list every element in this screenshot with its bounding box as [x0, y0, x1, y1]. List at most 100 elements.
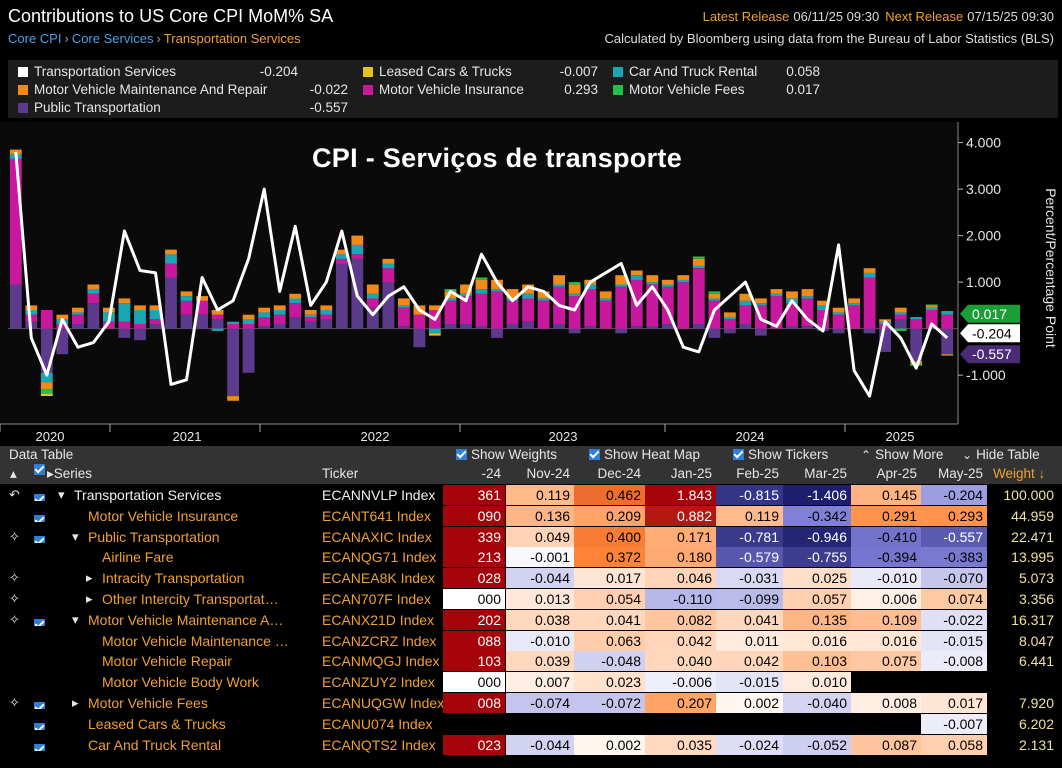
legend-item[interactable]: Motor Vehicle Fees	[613, 81, 745, 98]
bar-segment	[708, 300, 721, 329]
value-cell: 0.042	[716, 651, 783, 672]
month-column-header[interactable]: Nov-24	[526, 466, 570, 481]
hide-table-button[interactable]: ⌄ Hide Table	[962, 446, 1040, 464]
bar-segment	[910, 361, 923, 364]
table-row[interactable]: ✧ ▸ Motor Vehicle Fees ECANUQGW Index 008 -0.…	[0, 693, 1062, 713]
crosshair-icon[interactable]: ✧	[9, 591, 20, 606]
caret-down-icon[interactable]: ▾	[58, 487, 65, 502]
show-weights-toggle[interactable]: Show Weights	[456, 446, 557, 464]
legend-item[interactable]: Public Transportation	[18, 99, 161, 116]
table-row[interactable]: Leased Cars & Trucks ECANU074 Index -0.007…	[0, 713, 1062, 734]
caret-right-icon[interactable]: ▸	[86, 570, 93, 586]
bar-segment	[304, 317, 317, 322]
bar-segment	[522, 284, 534, 294]
bar-segment	[692, 265, 705, 269]
row-checkbox[interactable]	[34, 697, 49, 709]
bar-segment	[40, 393, 53, 396]
legend-item[interactable]: Car And Truck Rental	[613, 63, 757, 80]
breadcrumb-core-services[interactable]: Core Services	[71, 31, 154, 46]
table-row[interactable]: Motor Vehicle Insurance ECANT641 Index 090…	[0, 505, 1062, 526]
latest-release-label: Latest Release	[702, 9, 790, 24]
month-column-header[interactable]: Dec-24	[597, 466, 641, 481]
table-row[interactable]: Motor Vehicle Maintenance … ECANZCRZ Inde…	[0, 630, 1062, 651]
contribution-chart[interactable]: 4.000 3.000 2.000 1.000 -1.000 0.017 -0.204 -0.…	[0, 122, 1062, 446]
series-column-header[interactable]: ▸ Series	[47, 464, 92, 484]
breadcrumb-core-cpi[interactable]: Core CPI	[8, 31, 62, 46]
value-cell: -0.008	[921, 651, 987, 672]
value-cell: -0.204	[921, 485, 987, 505]
bar-segment	[832, 328, 845, 334]
month-column-header[interactable]: Apr-25	[876, 466, 917, 481]
table-row[interactable]: ✧ ▸ Intracity Transportation ECANEA8K Index…	[0, 568, 1062, 589]
row-checkbox[interactable]	[34, 510, 49, 522]
caret-right-icon[interactable]: ▸	[86, 591, 93, 606]
table-row[interactable]: Motor Vehicle Body Work ECANZUY2 Index 000…	[0, 672, 1062, 693]
bar-segment	[149, 305, 162, 311]
show-more-button[interactable]: ⌃ Show More	[861, 446, 943, 464]
legend-item[interactable]: Transportation Services	[18, 63, 176, 80]
month-column-header[interactable]: Feb-25	[736, 466, 779, 481]
crosshair-icon[interactable]: ✧	[9, 528, 20, 544]
bar-segment	[646, 275, 659, 283]
weight-column-header[interactable]: Weight ↓	[993, 466, 1046, 481]
table-row[interactable]: Car And Truck Rental ECANQTS2 Index 023 -0.…	[0, 734, 1062, 755]
undo-icon[interactable]: ↶	[9, 487, 20, 502]
crosshair-icon[interactable]: ✧	[9, 611, 20, 627]
ticker-column-header[interactable]: Ticker	[322, 466, 359, 481]
bar-segment	[475, 277, 488, 280]
month-column-header[interactable]: Mar-25	[804, 466, 847, 481]
series-name: Transportation Services	[74, 487, 222, 503]
table-row[interactable]: Airline Fare ECANQG71 Index 213 -0.001 0.372…	[0, 547, 1062, 568]
row-checkbox[interactable]	[34, 614, 49, 626]
series-name: Airline Fare	[102, 549, 174, 566]
bar-segment	[165, 263, 177, 278]
expand-all-icon[interactable]: ▴	[10, 466, 17, 481]
value-cell: 0.293	[921, 505, 987, 526]
show-heat-map-toggle[interactable]: Show Heat Map	[589, 446, 700, 464]
crosshair-icon[interactable]: ✧	[9, 695, 20, 710]
value-cell: -0.342	[783, 505, 851, 526]
value-cell: -0.044	[506, 734, 574, 755]
bar-segment	[382, 282, 395, 329]
bar-segment	[894, 314, 907, 320]
breadcrumb-transportation-services[interactable]: Transportation Services	[163, 31, 301, 46]
month-column-header[interactable]: -24	[481, 466, 501, 481]
row-checkbox[interactable]	[34, 489, 49, 501]
legend-swatch-icon	[18, 67, 28, 77]
legend-item[interactable]: Motor Vehicle Maintenance And Repair	[18, 81, 267, 98]
table-row[interactable]: ✧ ▾ Public Transportation ECANAXIC Index 339…	[0, 526, 1062, 547]
table-row[interactable]: ✧ ▸ Other Intercity Transportat… ECAN707F I…	[0, 589, 1062, 609]
bar-segment	[382, 258, 395, 264]
legend-item[interactable]: Leased Cars & Trucks	[363, 63, 512, 80]
caret-down-icon[interactable]: ▾	[72, 611, 79, 627]
bar-segment	[413, 328, 426, 348]
bar-segment	[444, 291, 457, 299]
caret-right-icon[interactable]: ▸	[72, 695, 79, 710]
bar-segment	[801, 298, 814, 327]
bar-segment	[429, 333, 441, 336]
value-cell: 213	[443, 547, 505, 568]
table-row[interactable]: ↶ ▾ Transportation Services ECANNVLP Index 3…	[0, 485, 1062, 505]
row-checkbox[interactable]	[34, 739, 49, 751]
legend-item[interactable]: Motor Vehicle Insurance	[363, 81, 524, 98]
value-cell: 0.023	[574, 672, 645, 693]
row-checkbox[interactable]	[34, 531, 49, 543]
month-column-header[interactable]: May-25	[937, 466, 983, 481]
show-tickers-toggle[interactable]: Show Tickers	[733, 446, 828, 464]
bar-segment	[180, 296, 193, 301]
x-tick-label: 2025	[886, 429, 915, 444]
month-column-header[interactable]: Jan-25	[670, 466, 712, 481]
bar-segment	[258, 326, 271, 329]
row-checkbox[interactable]	[34, 718, 49, 730]
bar-segment	[677, 275, 690, 280]
bar-segment	[398, 305, 410, 308]
ticker-cell: ECANZCRZ Index	[322, 632, 437, 649]
bar-segment	[242, 314, 255, 320]
table-row[interactable]: ✧ ▾ Motor Vehicle Maintenance A… ECANX21D I…	[0, 609, 1062, 630]
crosshair-icon[interactable]: ✧	[9, 570, 20, 586]
bar-segment	[196, 296, 208, 301]
bar-segment	[817, 310, 829, 329]
caret-down-icon[interactable]: ▾	[72, 528, 79, 544]
table-row[interactable]: Motor Vehicle Repair ECANMQGJ Index 103 0.0…	[0, 651, 1062, 672]
value-cell: 0.103	[783, 651, 851, 672]
